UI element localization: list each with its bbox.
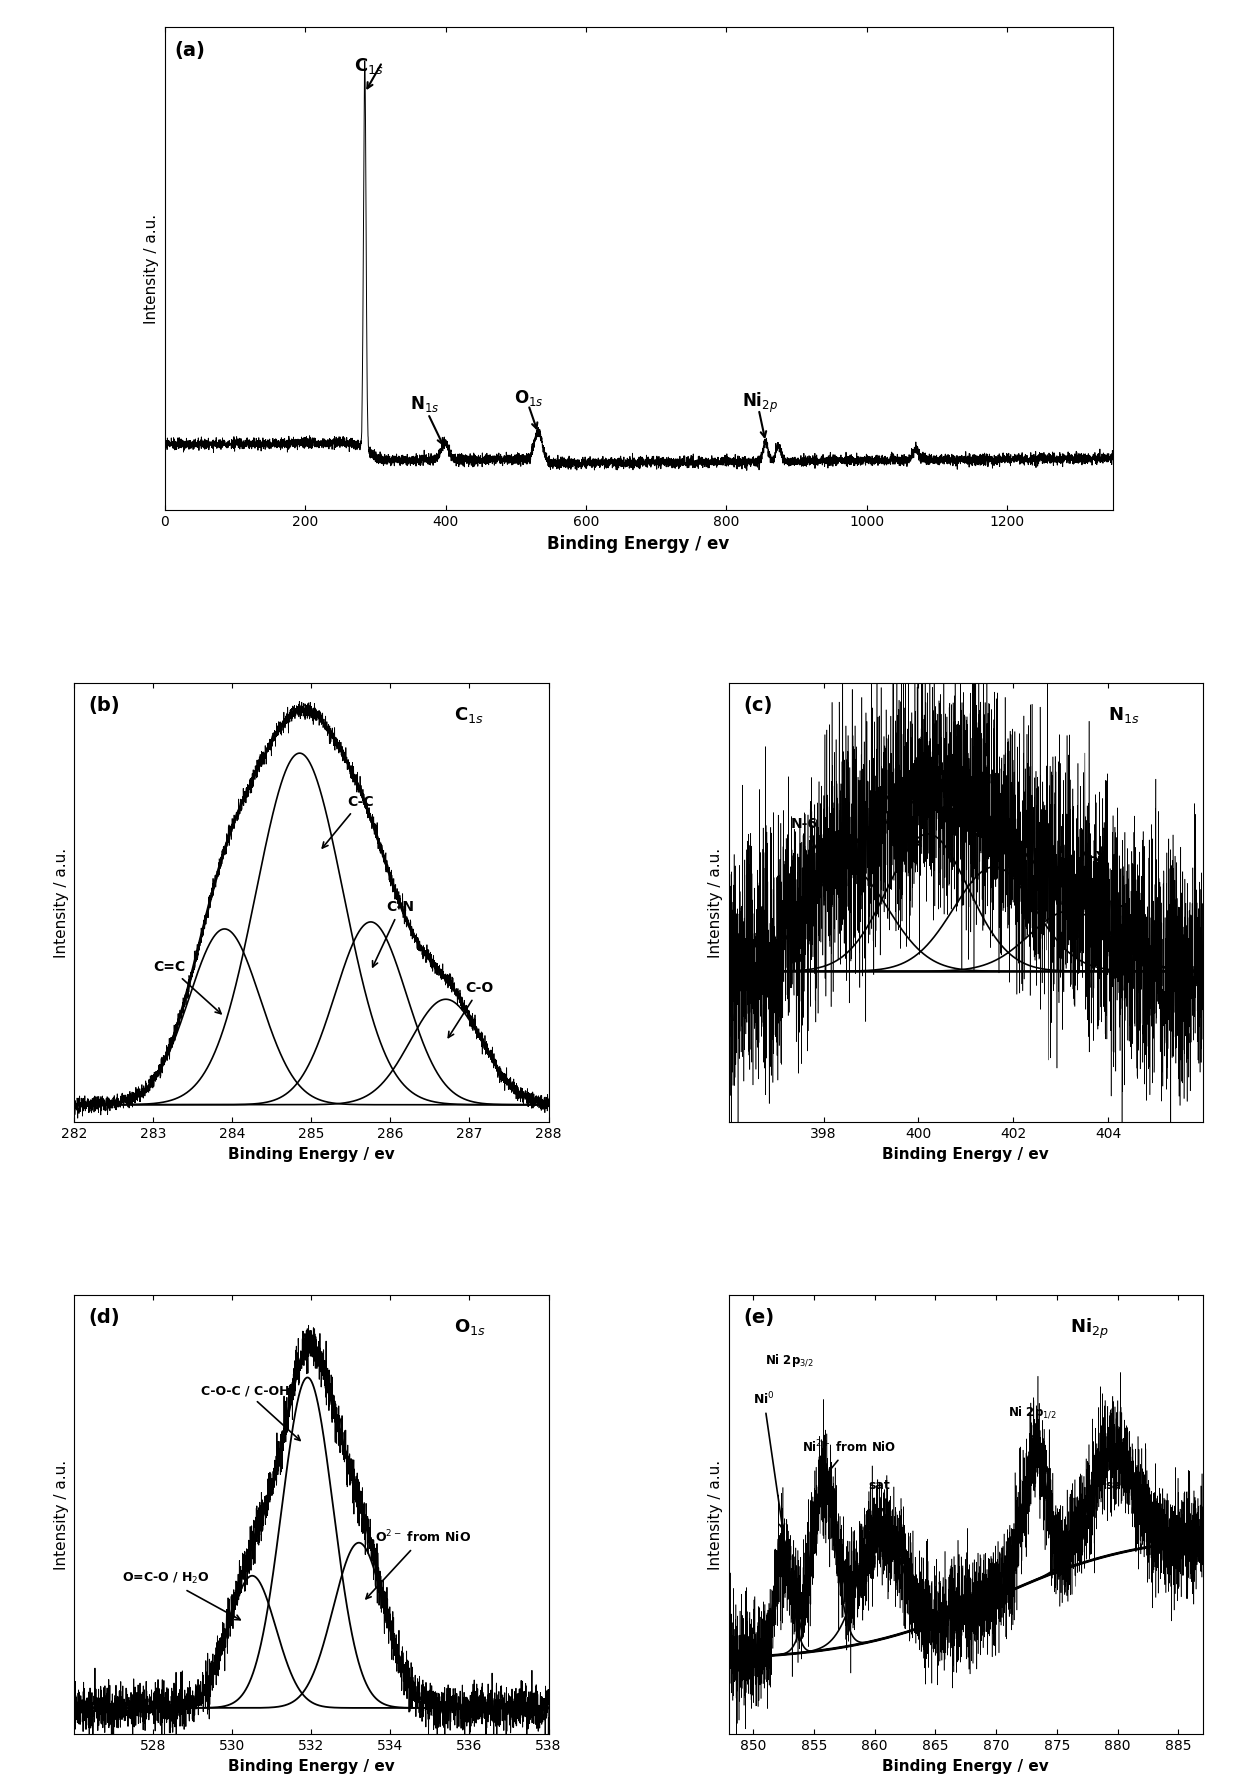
Text: Ni 2p$_{3/2}$: Ni 2p$_{3/2}$: [765, 1354, 813, 1370]
Text: O$^{2-}$ from NiO: O$^{2-}$ from NiO: [366, 1529, 471, 1598]
Text: N$_{1s}$: N$_{1s}$: [1109, 704, 1140, 724]
Text: Ni$^{2+}$ from NiO: Ni$^{2+}$ from NiO: [801, 1439, 897, 1475]
Text: sat: sat: [868, 1479, 890, 1514]
Text: C-O-C / C-OH: C-O-C / C-OH: [201, 1384, 300, 1441]
Text: (c): (c): [743, 696, 773, 715]
Text: (a): (a): [174, 41, 205, 61]
Text: (e): (e): [743, 1309, 774, 1327]
Text: (d): (d): [88, 1309, 120, 1327]
Text: C-N: C-N: [372, 901, 414, 967]
Text: C$_{1s}$: C$_{1s}$: [355, 55, 384, 75]
Text: N-X: N-X: [1071, 851, 1106, 917]
Text: O$_{1s}$: O$_{1s}$: [454, 1316, 486, 1337]
Text: N$_{1s}$: N$_{1s}$: [410, 393, 440, 415]
X-axis label: Binding Energy / ev: Binding Energy / ev: [883, 1146, 1049, 1162]
Text: O$_{1s}$: O$_{1s}$: [513, 388, 543, 408]
Text: Ni 2p$_{1/2}$: Ni 2p$_{1/2}$: [1008, 1404, 1058, 1439]
Text: C-O: C-O: [449, 982, 494, 1037]
Text: (b): (b): [88, 696, 120, 715]
Text: C$_{1s}$: C$_{1s}$: [454, 704, 484, 724]
Text: N-Q: N-Q: [980, 817, 1009, 878]
Y-axis label: Intensity / a.u.: Intensity / a.u.: [708, 1459, 723, 1570]
Text: O=C-O / H$_2$O: O=C-O / H$_2$O: [122, 1572, 241, 1620]
Y-axis label: Intensity / a.u.: Intensity / a.u.: [53, 1459, 69, 1570]
Text: Ni$^0$: Ni$^0$: [753, 1391, 785, 1529]
X-axis label: Binding Energy / ev: Binding Energy / ev: [228, 1146, 394, 1162]
Text: Ni$_{2p}$: Ni$_{2p}$: [1070, 1316, 1109, 1341]
Text: N-6: N-6: [790, 817, 836, 885]
Text: C-C: C-C: [322, 796, 373, 848]
X-axis label: Binding Energy / ev: Binding Energy / ev: [548, 535, 729, 552]
Text: Ni$_{2p}$: Ni$_{2p}$: [742, 392, 777, 415]
Text: sat: sat: [1106, 1450, 1127, 1491]
Text: C=C: C=C: [154, 960, 221, 1014]
X-axis label: Binding Energy / ev: Binding Energy / ev: [883, 1759, 1049, 1774]
Y-axis label: Intensity / a.u.: Intensity / a.u.: [53, 848, 69, 958]
Text: N-5: N-5: [880, 790, 921, 846]
Y-axis label: Intensity / a.u.: Intensity / a.u.: [144, 213, 159, 324]
X-axis label: Binding Energy / ev: Binding Energy / ev: [228, 1759, 394, 1774]
Y-axis label: Intensity / a.u.: Intensity / a.u.: [708, 848, 723, 958]
